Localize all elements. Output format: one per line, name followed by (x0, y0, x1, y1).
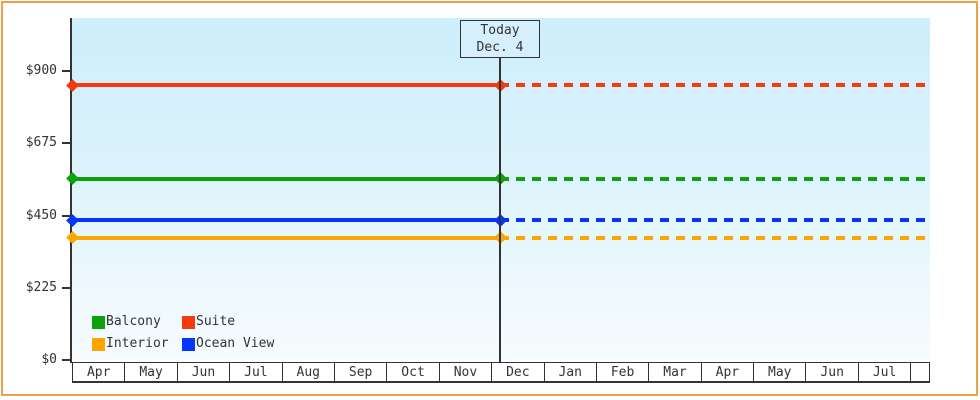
month-label: Nov (453, 364, 478, 380)
month-cell-apr: Apr (73, 363, 126, 381)
month-cell-jan: Jan (545, 363, 597, 381)
month-cell-jun: Jun (806, 363, 859, 381)
month-cell-mar: Mar (649, 363, 702, 381)
month-label: Oct (401, 364, 425, 380)
today-label: Today (480, 23, 520, 38)
month-label: Feb (610, 364, 635, 380)
month-cell-nov: Nov (440, 363, 493, 381)
series-line-dotted-balcony (500, 176, 930, 181)
today-date-label: Dec. 4 (476, 40, 524, 55)
series-line-solid-ocean-view (72, 218, 500, 223)
month-cell-apr: Apr (702, 363, 755, 381)
month-label: Apr (715, 364, 740, 380)
y-tick-mark (62, 214, 72, 217)
month-cell-feb: Feb (597, 363, 650, 381)
month-label: Jul (244, 364, 268, 380)
legend-swatch-balcony (92, 315, 105, 329)
month-label: Jul (872, 364, 897, 380)
y-tick-label: $0 (41, 352, 57, 367)
month-label: Dec (506, 364, 530, 380)
series-line-dotted-ocean-view (500, 218, 930, 223)
today-line (499, 57, 501, 368)
today-label-box: Today Dec. 4 (460, 20, 540, 58)
month-label: Apr (86, 364, 111, 380)
month-label: Mar (663, 364, 687, 380)
series-line-solid-suite (72, 83, 500, 88)
month-cell-jun: Jun (178, 363, 231, 381)
plot-area (72, 18, 930, 360)
month-label: Jun (820, 364, 844, 380)
series-line-solid-balcony (72, 176, 500, 181)
legend-label: Balcony (106, 314, 161, 329)
month-cell-oct: Oct (387, 363, 440, 381)
y-axis-line (70, 18, 72, 363)
legend-item-ocean-view: Ocean View (182, 337, 274, 351)
y-tick-mark (62, 70, 72, 72)
legend-swatch-ocean-view (182, 337, 195, 351)
month-label: Sep (348, 364, 373, 380)
legend-swatch-suite (182, 315, 195, 329)
legend-label: Ocean View (196, 336, 275, 351)
month-cell-aug: Aug (283, 363, 335, 381)
legend-item-interior: Interior (92, 337, 169, 351)
month-cell-may: May (754, 363, 807, 381)
month-label: Aug (296, 364, 320, 380)
series-line-solid-interior (72, 235, 500, 240)
y-tick-mark (62, 142, 72, 145)
month-label: May (768, 364, 792, 380)
y-tick-mark (62, 359, 72, 361)
y-tick-label: $450 (25, 207, 57, 223)
legend-label: Interior (106, 336, 169, 351)
series-line-dotted-suite (500, 83, 930, 88)
series-line-dotted-interior (500, 235, 930, 240)
legend-label: Suite (196, 314, 236, 329)
y-tick-label: $675 (25, 135, 57, 151)
month-cell-jul: Jul (859, 363, 912, 381)
month-cell-sep: Sep (335, 363, 388, 381)
month-cell-jul: Jul (230, 363, 283, 381)
y-tick-label: $900 (25, 63, 57, 78)
legend-item-suite: Suite (182, 315, 235, 329)
month-cell-dec: Dec (492, 363, 545, 381)
legend-item-balcony: Balcony (92, 315, 161, 329)
y-tick-label: $225 (25, 279, 57, 295)
legend-swatch-interior (92, 337, 105, 351)
month-cell-may: May (125, 363, 178, 381)
y-tick-mark (62, 286, 72, 289)
month-label: May (139, 364, 163, 380)
x-axis-month-row: Apr May Jun Jul Aug Sep Oct Nov Dec Jan Feb Mar Apr M… (72, 362, 930, 383)
month-cell-empty (911, 363, 929, 381)
month-label: Jan (558, 364, 582, 380)
month-label: Jun (191, 364, 216, 380)
